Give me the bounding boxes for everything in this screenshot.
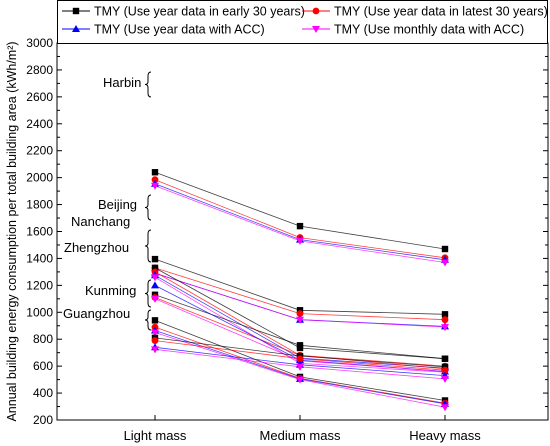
legend-label-3: TMY (Use year data with ACC) <box>94 23 265 37</box>
y-tick-label: 200 <box>33 413 53 427</box>
city-label-nanchang: Nanchang <box>71 214 130 229</box>
brace-kunming <box>144 279 152 308</box>
y-tick-label: 400 <box>33 386 53 400</box>
y-tick-label: 2600 <box>26 90 53 104</box>
y-tick-label: 600 <box>33 359 53 373</box>
data-point-beijing-4-3 <box>441 324 449 332</box>
y-tick-label: 2000 <box>26 171 53 185</box>
city-label-zhengzhou: Zhengzhou <box>64 240 129 255</box>
legend-marker-1 <box>72 7 80 15</box>
y-tick-label: 1800 <box>26 198 53 212</box>
legend-box <box>57 0 548 44</box>
y-tick-label: 2400 <box>26 117 53 131</box>
legend-label-2: TMY (Use year data in latest 30 years) <box>334 5 548 19</box>
y-tick-label: 1400 <box>26 251 53 265</box>
y-axis-title: Annual building energy consumption per t… <box>5 41 19 421</box>
data-point-guangzhou-4-1 <box>151 346 159 354</box>
x-tick-label: Heavy mass <box>409 428 481 443</box>
city-label-kunming: Kunming <box>85 283 136 298</box>
brace-beijing <box>144 194 152 221</box>
data-point-harbin-1-3 <box>441 245 449 253</box>
y-tick-label: 1200 <box>26 278 53 292</box>
data-point-beijing-2-2 <box>296 310 304 318</box>
city-labels: Harbin Beijing Nanchang Zhengzhou Kunming Gua… <box>63 71 152 331</box>
city-label-guangzhou: Guangzhou <box>63 306 130 321</box>
series-markers <box>151 169 449 412</box>
legend-label-1: TMY (Use year data in early 30 years) <box>94 5 305 19</box>
city-label-harbin: Harbin <box>103 75 141 90</box>
data-point-zhengzhou-3-1 <box>151 281 159 289</box>
data-point-zhengzhou-1-2 <box>296 342 304 349</box>
data-point-guangzhou-4-2 <box>296 363 304 371</box>
y-tick-label: 800 <box>33 332 53 346</box>
data-point-harbin-4-3 <box>441 259 449 267</box>
y-tick-label: 1600 <box>26 225 53 239</box>
brace-harbin <box>144 71 152 98</box>
city-label-beijing: Beijing <box>98 197 137 212</box>
data-point-kunming-4-3 <box>441 404 449 412</box>
data-point-harbin-2-1 <box>151 176 159 184</box>
data-point-harbin-4-1 <box>151 182 159 190</box>
y-tick-label: 2200 <box>26 144 53 158</box>
data-point-kunming-1-1 <box>151 317 159 324</box>
legend-marker-4 <box>312 26 320 33</box>
legend: TMY (Use year data in early 30 years) TMY… <box>57 0 548 44</box>
y-tick-label: 2800 <box>26 63 53 77</box>
x-tick-label: Light mass <box>124 428 187 443</box>
data-point-beijing-4-2 <box>296 316 304 324</box>
brace-zhengzhou <box>144 229 152 263</box>
data-point-guangzhou-2-2 <box>296 355 304 363</box>
data-point-zhengzhou-4-1 <box>151 295 159 303</box>
data-point-kunming-4-1 <box>151 329 159 337</box>
data-point-guangzhou-2-1 <box>151 337 159 344</box>
legend-marker-2 <box>312 7 320 15</box>
data-point-harbin-1-1 <box>151 169 159 176</box>
data-point-beijing-1-1 <box>151 255 159 263</box>
brace-guangzhou <box>144 309 152 331</box>
data-point-beijing-2-3 <box>441 316 449 324</box>
data-point-harbin-4-2 <box>296 237 304 245</box>
legend-label-4: TMY (Use monthly data with ACC) <box>334 23 524 37</box>
y-tick-label: 3000 <box>26 36 53 50</box>
data-point-nanchang-4-1 <box>151 274 159 282</box>
x-tick-label: Medium mass <box>260 428 341 443</box>
data-point-beijing-1-3 <box>441 311 449 318</box>
data-point-harbin-1-2 <box>296 222 304 230</box>
data-point-zhengzhou-1-3 <box>441 355 449 362</box>
data-point-guangzhou-4-3 <box>441 375 449 383</box>
data-point-nanchang-1-1 <box>151 264 159 272</box>
data-point-guangzhou-2-3 <box>441 366 449 374</box>
data-point-kunming-4-2 <box>296 376 304 384</box>
y-tick-label: 1000 <box>26 305 53 319</box>
axes: 200 400 600 800 1000 1200 1400 1600 1800 2000 2200… <box>5 36 549 443</box>
legend-marker-3 <box>72 25 80 32</box>
